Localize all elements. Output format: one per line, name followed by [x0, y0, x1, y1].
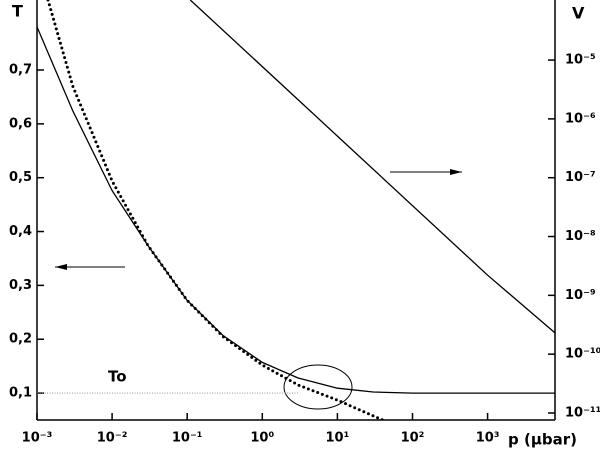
y2-tick-label: 10⁻⁶ [565, 111, 596, 126]
arrow-head [55, 264, 67, 270]
y-tick-label: 0,6 [9, 116, 32, 131]
y-tick-label: 0,7 [9, 63, 32, 78]
x-axis-label: p (µbar) [508, 431, 577, 449]
x-tick-label: 10⁻² [97, 431, 128, 446]
x-tick-label: 10¹ [325, 431, 349, 446]
y-tick-label: 0,4 [9, 224, 32, 239]
y-tick-label: 0,1 [9, 386, 32, 401]
y2-axis-label: V [572, 4, 585, 23]
series-line [189, 0, 555, 334]
y-tick-label: 0,5 [9, 170, 32, 185]
x-tick-label: 10⁻³ [22, 431, 53, 446]
x-tick-label: 10³ [476, 431, 500, 446]
x-tick-label: 10⁻¹ [172, 431, 203, 446]
annotation: To [108, 368, 127, 386]
series-line [37, 26, 555, 394]
y2-tick-label: 10⁻⁷ [565, 170, 596, 185]
y-tick-label: 0,3 [9, 278, 32, 293]
y-axis-label: T [12, 2, 23, 21]
series-line [46, 0, 385, 420]
y2-tick-label: 10⁻¹¹ [565, 405, 600, 420]
x-tick-label: 10⁰ [250, 431, 274, 446]
y2-tick-label: 10⁻⁹ [565, 288, 596, 303]
y-tick-label: 0,2 [9, 332, 32, 347]
x-tick-label: 10² [401, 431, 425, 446]
plot-area [37, 0, 555, 420]
arrow-head [450, 169, 462, 175]
y2-tick-label: 10⁻⁸ [565, 229, 596, 244]
y2-tick-label: 10⁻¹⁰ [565, 347, 600, 362]
y2-tick-label: 10⁻⁵ [565, 53, 596, 68]
highlight-ellipse [283, 364, 353, 410]
